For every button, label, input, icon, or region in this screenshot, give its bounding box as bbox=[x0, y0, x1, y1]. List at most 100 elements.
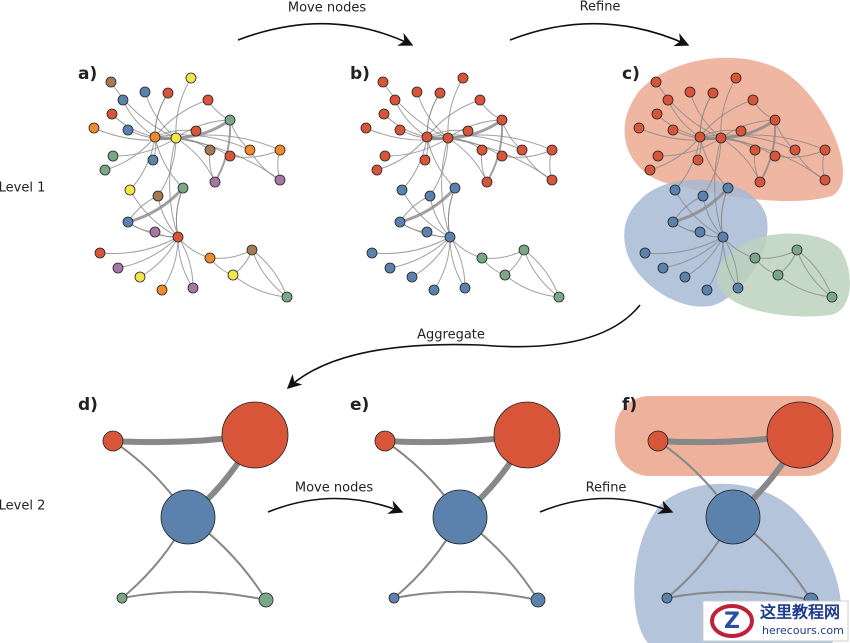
node bbox=[442, 132, 454, 144]
edge bbox=[154, 136, 184, 189]
node bbox=[411, 86, 423, 98]
edge bbox=[177, 236, 211, 259]
node bbox=[371, 164, 383, 176]
node bbox=[134, 271, 146, 283]
node bbox=[102, 430, 124, 452]
watermark-url: herecours.com bbox=[762, 624, 844, 637]
node bbox=[791, 244, 803, 256]
node bbox=[152, 190, 164, 202]
node bbox=[819, 144, 831, 156]
edge bbox=[371, 236, 451, 255]
edge bbox=[382, 81, 449, 139]
node bbox=[156, 284, 168, 296]
node bbox=[633, 122, 645, 134]
node bbox=[819, 174, 831, 186]
panel-label: f) bbox=[622, 395, 637, 415]
node bbox=[476, 252, 488, 264]
arrow bbox=[267, 497, 404, 514]
node bbox=[202, 94, 214, 106]
level-label: Level 1 bbox=[0, 181, 45, 196]
level-label: Level 2 bbox=[0, 499, 45, 514]
edge bbox=[699, 99, 754, 138]
node bbox=[732, 282, 744, 294]
edge bbox=[154, 134, 251, 151]
node bbox=[384, 262, 396, 274]
community-blob bbox=[717, 233, 850, 317]
node bbox=[389, 94, 401, 106]
node bbox=[669, 184, 681, 196]
node bbox=[394, 216, 406, 228]
node bbox=[224, 150, 236, 162]
node bbox=[227, 269, 239, 281]
node bbox=[769, 150, 781, 162]
edge bbox=[112, 137, 177, 157]
node bbox=[493, 401, 561, 469]
panel-label: b) bbox=[350, 64, 370, 84]
edge bbox=[657, 137, 722, 157]
node bbox=[694, 131, 706, 143]
node bbox=[546, 144, 558, 156]
node bbox=[107, 150, 119, 162]
node bbox=[657, 262, 669, 274]
node bbox=[106, 108, 118, 120]
node bbox=[697, 190, 709, 202]
edge bbox=[384, 137, 449, 157]
edge bbox=[699, 134, 796, 151]
step-label: Move nodes bbox=[295, 481, 373, 496]
node bbox=[122, 216, 134, 228]
node bbox=[496, 114, 508, 126]
edge bbox=[161, 236, 179, 291]
node bbox=[379, 150, 391, 162]
step-label: Aggregate bbox=[417, 328, 485, 343]
node bbox=[162, 87, 174, 99]
edge bbox=[121, 590, 267, 601]
arrow bbox=[539, 497, 674, 514]
edge bbox=[521, 149, 553, 181]
edge bbox=[209, 249, 253, 259]
edge bbox=[127, 187, 185, 224]
node bbox=[694, 226, 706, 238]
node bbox=[715, 132, 727, 144]
node bbox=[647, 430, 669, 452]
node bbox=[428, 284, 440, 296]
node bbox=[717, 231, 729, 243]
node bbox=[707, 87, 719, 99]
node bbox=[749, 252, 761, 264]
node bbox=[360, 122, 372, 134]
node bbox=[499, 269, 511, 281]
node bbox=[209, 176, 221, 188]
edge bbox=[169, 137, 179, 238]
node bbox=[652, 150, 664, 162]
edge bbox=[441, 137, 451, 238]
watermark: Z 这里教程网 herecours.com bbox=[702, 600, 849, 642]
node bbox=[377, 76, 389, 88]
node bbox=[185, 72, 197, 84]
node bbox=[366, 247, 378, 259]
edge bbox=[644, 236, 724, 255]
node bbox=[730, 72, 742, 84]
node bbox=[516, 144, 528, 156]
node bbox=[187, 282, 199, 294]
node bbox=[149, 226, 161, 238]
arrow bbox=[237, 22, 414, 46]
edge bbox=[117, 236, 179, 269]
node bbox=[772, 269, 784, 281]
panel-label: a) bbox=[78, 64, 97, 84]
edge bbox=[399, 187, 457, 224]
node bbox=[147, 154, 159, 166]
edge bbox=[401, 189, 451, 238]
node bbox=[124, 184, 136, 196]
edge bbox=[426, 136, 456, 189]
node bbox=[474, 94, 486, 106]
node bbox=[246, 244, 258, 256]
node bbox=[221, 401, 289, 469]
node bbox=[701, 284, 713, 296]
node bbox=[457, 72, 469, 84]
node bbox=[421, 131, 433, 143]
node bbox=[553, 291, 565, 303]
node bbox=[530, 592, 546, 608]
node bbox=[394, 124, 406, 136]
node bbox=[421, 226, 433, 238]
node bbox=[281, 291, 293, 303]
